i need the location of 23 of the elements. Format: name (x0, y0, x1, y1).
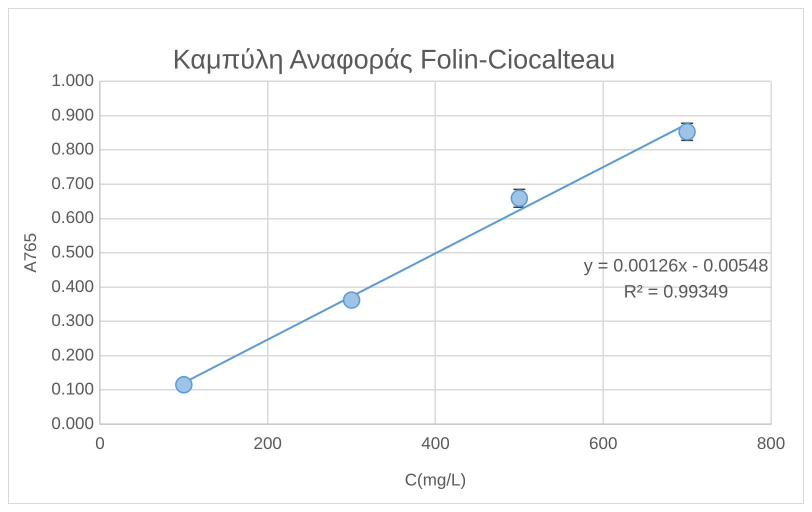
y-axis-title: A765 (20, 232, 40, 273)
y-tick-label: 0.500 (51, 242, 94, 262)
y-tick-label: 0.200 (51, 345, 94, 364)
x-tick-label: 800 (756, 434, 786, 454)
point (175, 376, 193, 394)
x-tick-label: 400 (421, 434, 450, 454)
x-tick-label: 0 (95, 434, 105, 454)
annotation: y = 0.00126x - 0.00548 (584, 255, 768, 276)
x-tick-label: 600 (589, 434, 618, 454)
annotation: R² = 0.99349 (624, 281, 728, 302)
y-tick-label: 0.400 (51, 276, 94, 296)
y-tick-label: 0.100 (51, 380, 94, 399)
y-tick-label: 0.300 (51, 311, 94, 330)
y-tick-label: 0.000 (51, 414, 94, 433)
y-tick-label: 1.000 (51, 71, 94, 90)
x-tick-label: 200 (254, 434, 282, 454)
y-tick-label: 0.700 (51, 174, 94, 193)
y-tick-label: 0.800 (51, 140, 94, 159)
chart-title: Καμπύλη Αναφοράς Folin-Ciocalteau (172, 44, 616, 75)
y-tick-label: 0.600 (51, 208, 94, 228)
y-tick-label: 0.900 (51, 105, 94, 124)
point (342, 291, 360, 309)
x-axis-title: C(mg/L) (404, 470, 466, 490)
